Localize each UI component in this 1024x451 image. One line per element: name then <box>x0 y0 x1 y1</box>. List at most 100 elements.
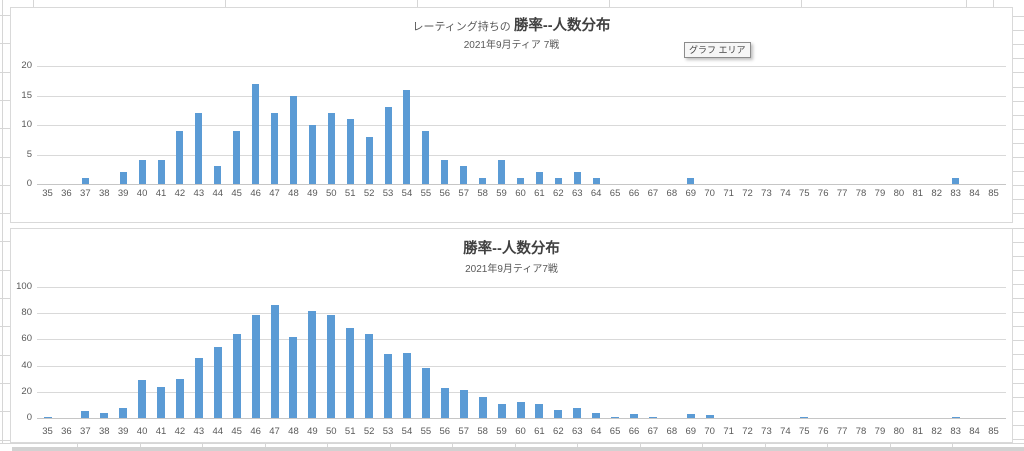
x-tick-label: 67 <box>647 426 659 437</box>
bar-67[interactable] <box>648 416 657 418</box>
bar-50[interactable] <box>327 314 336 418</box>
excel-bottom-band <box>12 447 1024 451</box>
bar-39[interactable] <box>119 407 128 418</box>
x-tick-label: 58 <box>477 426 488 437</box>
chart-winrate-distribution[interactable]: 勝率--人数分布 2021年9月ティア7戦 0 20 40 60 80 100 35 36 37… <box>10 228 1013 443</box>
gridline <box>37 418 1006 419</box>
bar-45[interactable] <box>233 130 241 184</box>
x-tick-label: 44 <box>212 188 224 199</box>
excel-gridline <box>801 0 802 7</box>
excel-gridline <box>77 443 78 448</box>
bar-59[interactable] <box>498 160 506 184</box>
excel-gridline <box>0 382 10 384</box>
bar-37[interactable] <box>81 178 89 184</box>
bar-75[interactable] <box>800 416 809 418</box>
chart-rated-winrate-distribution[interactable]: レーティング持ちの 勝率--人数分布 2021年9月ティア 7戦 グラフ エリア… <box>10 7 1013 223</box>
excel-gridline <box>1013 354 1024 356</box>
y-tick-label: 60 <box>21 333 32 345</box>
bar-53[interactable] <box>384 353 393 418</box>
excel-gridline <box>764 443 766 448</box>
bar-42[interactable] <box>176 130 184 184</box>
bar-69[interactable] <box>686 414 695 418</box>
x-tick-label: 85 <box>988 188 999 199</box>
bar-61[interactable] <box>535 403 544 418</box>
x-tick-label: 61 <box>534 426 545 437</box>
bar-83[interactable] <box>951 416 960 418</box>
bar-57[interactable] <box>460 166 468 184</box>
bar-48[interactable] <box>289 336 298 418</box>
bar-39[interactable] <box>119 172 127 184</box>
bar-83[interactable] <box>952 178 960 184</box>
bar-64[interactable] <box>592 412 601 418</box>
bar-46[interactable] <box>251 314 260 418</box>
bar-40[interactable] <box>138 160 146 184</box>
bar-45[interactable] <box>232 334 241 418</box>
bar-61[interactable] <box>535 172 543 184</box>
excel-gridline <box>577 443 578 448</box>
x-tick-label: 62 <box>553 426 564 437</box>
x-tick-label: 84 <box>969 188 980 199</box>
x-tick-label: 53 <box>382 426 394 437</box>
bar-63[interactable] <box>573 407 582 418</box>
bar-65[interactable] <box>611 416 620 418</box>
bar-42[interactable] <box>175 378 184 418</box>
bar-62[interactable] <box>554 178 562 184</box>
bar-70[interactable] <box>705 415 714 418</box>
excel-gridline <box>1013 255 1024 257</box>
bar-43[interactable] <box>195 113 203 184</box>
bar-54[interactable] <box>403 89 411 184</box>
x-tick-label: 42 <box>174 426 186 437</box>
x-tick-label: 36 <box>61 188 72 199</box>
bar-40[interactable] <box>138 380 147 418</box>
bar-52[interactable] <box>365 334 374 418</box>
bar-62[interactable] <box>554 410 563 418</box>
bar-69[interactable] <box>687 178 695 184</box>
bar-59[interactable] <box>497 403 506 418</box>
bar-44[interactable] <box>213 347 222 418</box>
excel-gridline <box>1013 30 1024 32</box>
bar-63[interactable] <box>573 172 581 184</box>
bar-50[interactable] <box>327 113 335 184</box>
bar-46[interactable] <box>252 83 260 184</box>
bar-43[interactable] <box>194 357 203 418</box>
bar-60[interactable] <box>517 178 524 184</box>
x-tick-label: 67 <box>647 188 659 199</box>
excel-gridline <box>0 184 10 186</box>
bar-64[interactable] <box>592 178 600 184</box>
bar-47[interactable] <box>271 113 279 184</box>
bar-55[interactable] <box>421 368 430 418</box>
excel-gridline <box>1013 424 1024 426</box>
bar-51[interactable] <box>346 327 355 418</box>
bar-56[interactable] <box>440 387 449 418</box>
excel-gridline <box>1013 227 1024 229</box>
bar-52[interactable] <box>365 136 373 184</box>
chart-subtitle: 2021年9月ティア 7戦 <box>463 40 560 51</box>
excel-gridline <box>0 15 10 16</box>
bar-47[interactable] <box>270 305 279 418</box>
bar-41[interactable] <box>157 160 165 184</box>
gridline <box>37 154 1006 156</box>
x-tick-label: 68 <box>666 188 678 199</box>
bar-51[interactable] <box>346 119 354 184</box>
bar-57[interactable] <box>459 390 468 418</box>
bar-54[interactable] <box>402 352 411 418</box>
bar-66[interactable] <box>630 414 639 418</box>
bar-55[interactable] <box>422 130 430 184</box>
bar-38[interactable] <box>100 412 109 418</box>
bar-56[interactable] <box>441 160 449 184</box>
x-tick-label: 79 <box>874 188 886 199</box>
x-tick-label: 36 <box>61 426 72 437</box>
bar-58[interactable] <box>478 397 487 418</box>
bar-49[interactable] <box>308 310 317 418</box>
bar-53[interactable] <box>384 107 392 184</box>
bar-58[interactable] <box>479 178 487 184</box>
bar-37[interactable] <box>81 411 90 418</box>
bar-35[interactable] <box>43 416 52 418</box>
x-tick-label: 46 <box>250 426 261 437</box>
bar-60[interactable] <box>516 402 525 418</box>
bar-41[interactable] <box>157 386 166 418</box>
bar-44[interactable] <box>214 166 222 184</box>
bar-49[interactable] <box>308 125 316 184</box>
bar-48[interactable] <box>289 95 297 184</box>
x-tick-label: 41 <box>155 426 167 437</box>
